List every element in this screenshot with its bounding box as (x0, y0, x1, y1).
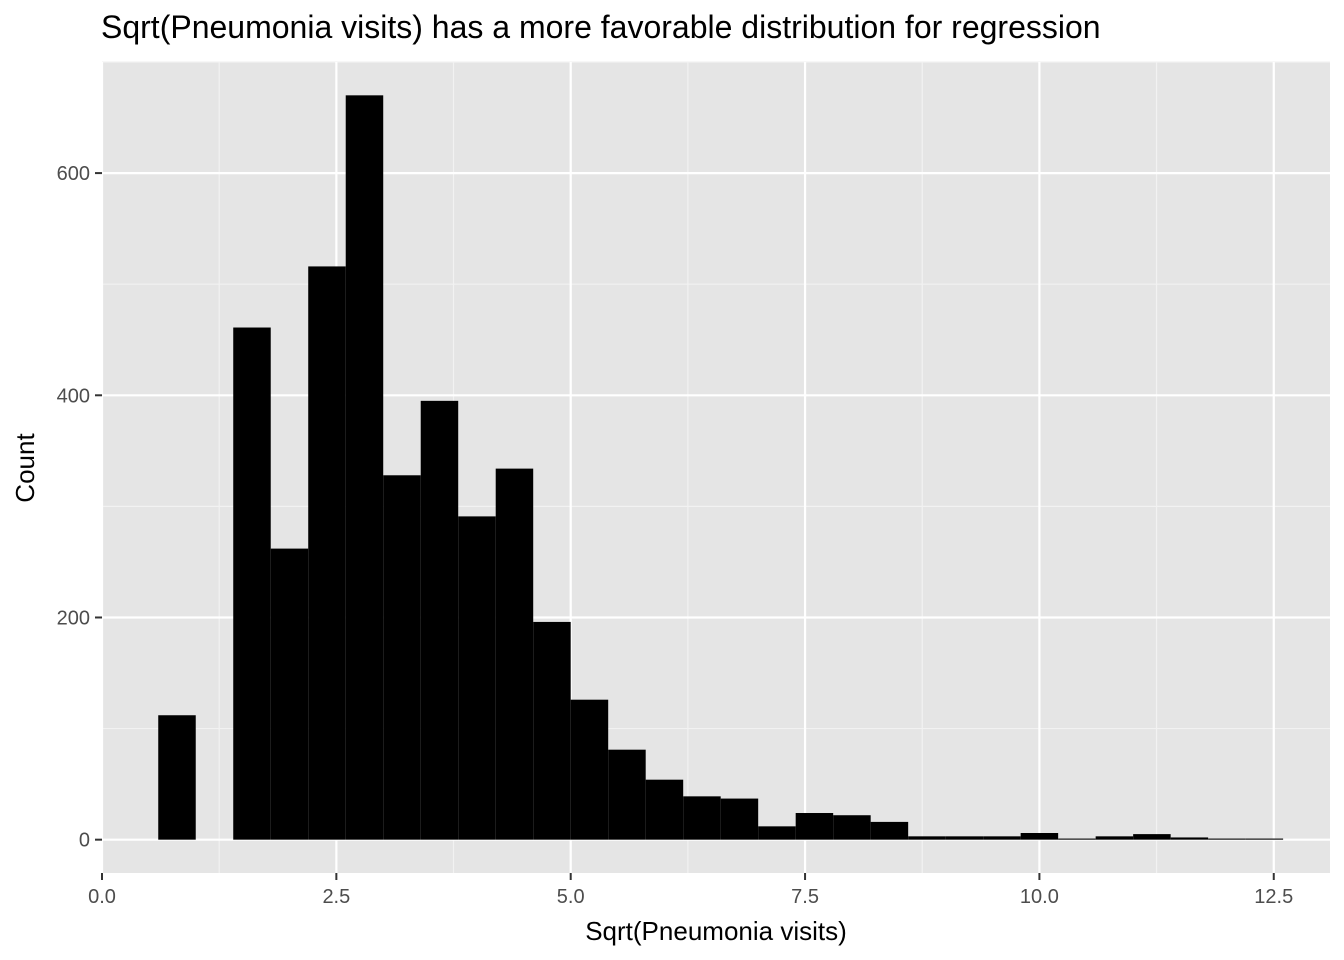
histogram-bar (1245, 838, 1284, 840)
histogram-bar (833, 815, 871, 840)
x-tick-label: 0.0 (88, 886, 116, 908)
histogram-bars (158, 95, 1284, 840)
histogram-bar (683, 796, 721, 840)
x-tick-label: 12.5 (1254, 886, 1293, 908)
histogram-bar (983, 836, 1021, 840)
y-axis: 0 200 400 600 (57, 163, 102, 852)
x-tick-label: 2.5 (322, 886, 350, 908)
histogram-bar (908, 836, 946, 840)
x-axis: 0.0 2.5 5.0 7.5 10.0 12.5 (88, 873, 1293, 908)
histogram-bar (645, 779, 684, 840)
histogram-bar (345, 95, 384, 840)
histogram-bar (945, 836, 984, 840)
y-tick-label: 200 (57, 607, 90, 629)
histogram-bar (270, 548, 309, 840)
histogram-bar (495, 468, 534, 840)
histogram-bar (533, 621, 571, 840)
histogram-bar (1058, 838, 1096, 840)
histogram-bar (383, 475, 421, 840)
y-tick-label: 400 (57, 385, 90, 407)
y-tick-label: 600 (57, 163, 90, 185)
histogram-bar (308, 266, 346, 840)
histogram-bar (795, 813, 834, 840)
y-tick-label: 0 (79, 830, 90, 852)
histogram-bar (870, 821, 909, 840)
histogram-bar (1095, 836, 1134, 840)
histogram-bar (758, 826, 796, 840)
histogram-bar (458, 516, 496, 840)
histogram-bar (233, 327, 271, 840)
y-axis-title: Count (10, 433, 40, 503)
histogram-bar (1208, 838, 1246, 840)
histogram-bar (720, 798, 759, 840)
histogram-bar (1133, 834, 1171, 840)
histogram-bar (608, 749, 646, 840)
x-tick-label: 10.0 (1020, 886, 1059, 908)
chart-title: Sqrt(Pneumonia visits) has a more favora… (101, 9, 1101, 45)
histogram-bar (570, 699, 609, 840)
x-tick-label: 5.0 (557, 886, 585, 908)
histogram-bar (158, 715, 196, 840)
x-axis-title: Sqrt(Pneumonia visits) (585, 916, 847, 946)
x-tick-label: 7.5 (791, 886, 819, 908)
histogram-bar (1020, 833, 1059, 840)
histogram-bar (420, 400, 459, 840)
histogram-bar (1170, 837, 1209, 840)
